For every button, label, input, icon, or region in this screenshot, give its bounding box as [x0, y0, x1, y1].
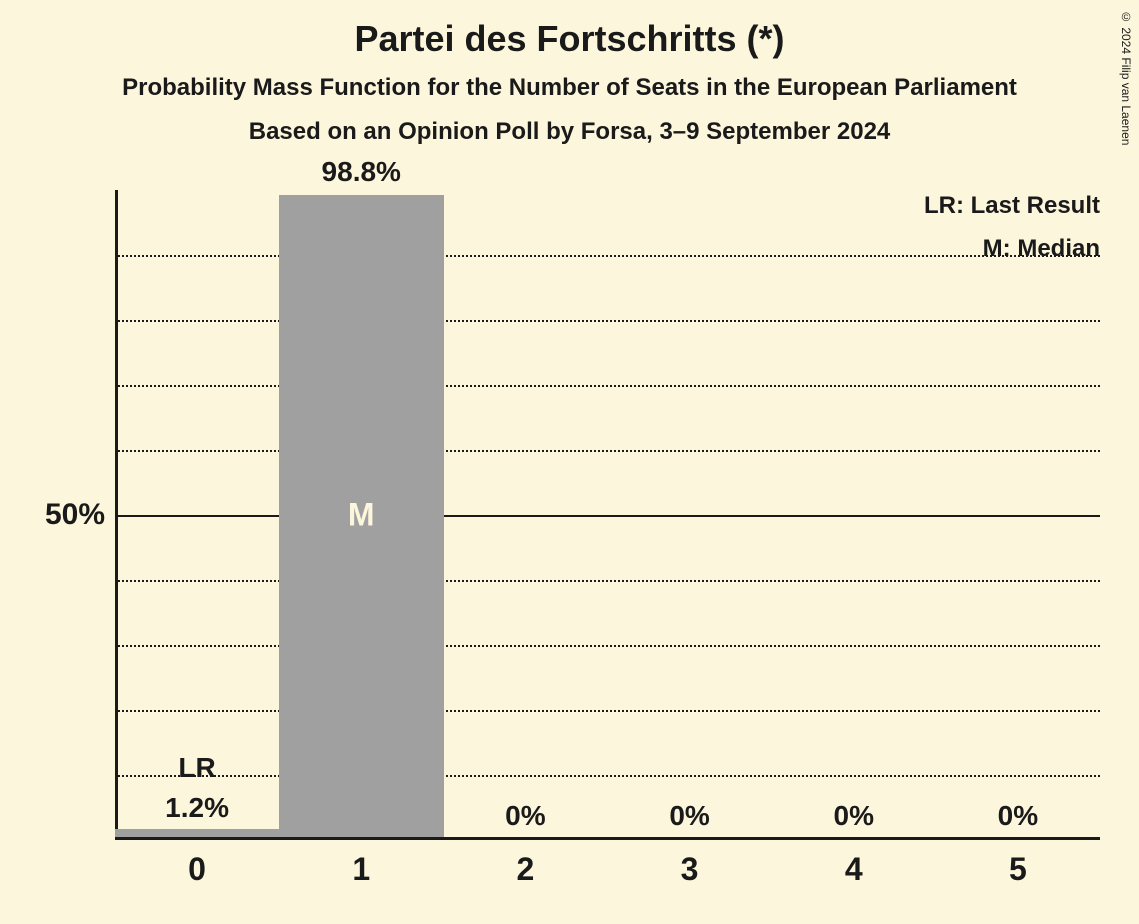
x-axis-label-4: 4	[771, 851, 936, 888]
gridline-60	[118, 450, 1100, 452]
legend-m: M: Median	[924, 227, 1100, 270]
lr-marker: LR	[115, 752, 280, 784]
legend: LR: Last Result M: Median	[924, 184, 1100, 270]
bar-0	[115, 829, 280, 837]
gridline-20	[118, 710, 1100, 712]
x-axis-label-3: 3	[607, 851, 772, 888]
chart-area: 50%1.2%LR098.8%M10%20%30%40%5 LR: Last R…	[115, 190, 1100, 840]
bar-value-label-2: 0%	[443, 800, 608, 832]
gridline-80	[118, 320, 1100, 322]
gridline-40	[118, 580, 1100, 582]
chart-subtitle: Probability Mass Function for the Number…	[0, 74, 1139, 102]
bar-value-label-3: 0%	[607, 800, 772, 832]
x-axis	[115, 837, 1100, 840]
copyright-text: © 2024 Filip van Laenen	[1119, 10, 1133, 145]
legend-lr: LR: Last Result	[924, 184, 1100, 227]
chart-title: Partei des Fortschritts (*)	[0, 0, 1139, 60]
gridline-50	[118, 515, 1100, 517]
y-axis-label-50: 50%	[15, 498, 105, 532]
gridline-30	[118, 645, 1100, 647]
bar-value-label-0: 1.2%	[115, 792, 280, 824]
x-axis-label-2: 2	[443, 851, 608, 888]
plot-area: 50%1.2%LR098.8%M10%20%30%40%5	[115, 190, 1100, 840]
x-axis-label-1: 1	[279, 851, 444, 888]
x-axis-label-0: 0	[115, 851, 280, 888]
chart-subsubtitle: Based on an Opinion Poll by Forsa, 3–9 S…	[0, 118, 1139, 146]
bar-value-label-1: 98.8%	[279, 156, 444, 188]
bar-value-label-5: 0%	[935, 800, 1100, 832]
m-marker: M	[279, 497, 444, 534]
bar-value-label-4: 0%	[771, 800, 936, 832]
gridline-70	[118, 385, 1100, 387]
x-axis-label-5: 5	[935, 851, 1100, 888]
